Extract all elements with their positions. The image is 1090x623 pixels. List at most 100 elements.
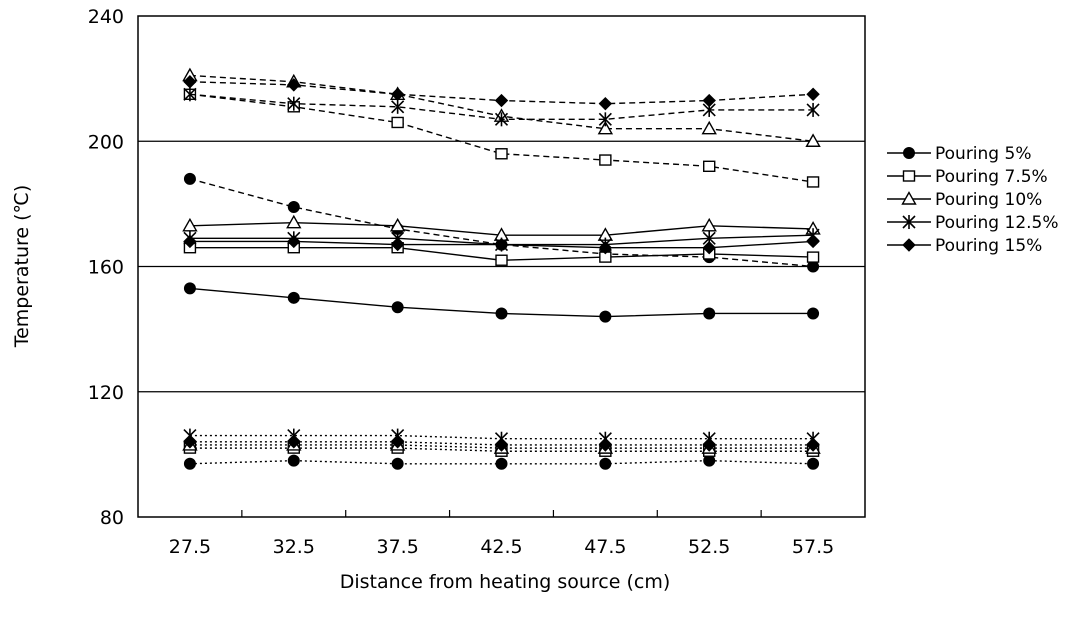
data-point-shape [389, 217, 406, 232]
x-tick-label: 32.5 [273, 536, 315, 558]
data-point [806, 438, 820, 452]
legend-marker-shape [903, 147, 915, 159]
data-point [702, 241, 716, 255]
legend-marker [903, 147, 915, 159]
data-point [703, 160, 716, 173]
data-point-shape [183, 435, 197, 449]
y-tick-label: 200 [88, 131, 124, 153]
data-point-shape [391, 457, 404, 470]
data-point-shape [183, 457, 196, 470]
y-axis-title: Temperature (℃) [11, 185, 33, 349]
data-point-shape [287, 291, 300, 304]
data-point-shape [807, 307, 820, 320]
data-point [806, 176, 820, 188]
data-point [598, 96, 613, 111]
data-point-shape [703, 160, 716, 173]
data-point-shape [807, 457, 820, 470]
data-point [183, 172, 196, 185]
data-point [495, 148, 508, 160]
data-point [391, 99, 405, 114]
data-point-shape [494, 237, 509, 252]
x-tick-label: 57.5 [792, 536, 834, 558]
y-tick-label: 240 [88, 6, 124, 28]
data-point-shape [598, 438, 613, 452]
data-point [287, 454, 300, 467]
data-point [702, 93, 716, 108]
data-point-shape [494, 438, 509, 452]
data-point-shape [391, 116, 404, 129]
data-point-shape [701, 217, 717, 232]
data-point [598, 241, 613, 255]
data-point-shape [287, 78, 301, 92]
data-point-shape [494, 93, 509, 108]
legend: Pouring 5% Pouring 7.5% Pouring 10% Pouring… [887, 144, 1059, 256]
data-point-shape [495, 457, 508, 470]
data-point [806, 251, 820, 263]
axis-tick-labels: 80 120 160 200 240 27.5 32.5 37.5 42.5 47.5 52.5 57… [88, 6, 834, 558]
data-point [389, 217, 406, 232]
data-point-shape [495, 307, 508, 320]
x-axis-ticks [241, 510, 762, 517]
data-point [806, 87, 820, 101]
data-point [183, 75, 197, 89]
data-point-shape [805, 133, 821, 147]
data-point-shape [287, 454, 300, 467]
legend-item: Pouring 10% [887, 190, 1042, 210]
data-point-shape [286, 214, 302, 229]
legend-item: Pouring 15% [887, 236, 1042, 256]
legend-label: Pouring 5% [935, 144, 1031, 164]
data-point-shape [702, 93, 716, 108]
data-point-shape [702, 241, 716, 255]
data-point [182, 217, 198, 232]
data-point-shape [183, 75, 197, 89]
data-point [702, 438, 716, 452]
data-point-shape [599, 310, 612, 323]
data-point-shape [495, 148, 508, 160]
data-point-shape [806, 234, 820, 249]
legend-marker-shape [901, 191, 917, 205]
data-point [703, 307, 716, 320]
x-tick-label: 47.5 [584, 536, 626, 558]
y-tick-label: 160 [88, 257, 124, 279]
data-point [494, 93, 509, 108]
data-point-shape [287, 201, 300, 214]
data-point-shape [183, 172, 196, 185]
data-point [390, 237, 405, 252]
data-point [806, 234, 820, 249]
data-point-shape [599, 457, 612, 470]
data-point-shape [702, 438, 716, 452]
x-tick-label: 27.5 [169, 536, 211, 558]
legend-marker [902, 170, 916, 182]
dotted-series-group [182, 428, 821, 470]
data-point [183, 234, 197, 249]
data-point-shape [183, 282, 196, 295]
legend-label: Pouring 15% [935, 236, 1042, 256]
y-tick-label: 120 [88, 382, 124, 404]
data-point-shape [597, 120, 614, 135]
x-tick-label: 52.5 [688, 536, 730, 558]
legend-marker [902, 215, 916, 229]
data-point-shape [701, 120, 717, 135]
data-point [598, 438, 613, 452]
data-point [391, 116, 404, 129]
legend-item: Pouring 5% [887, 144, 1031, 164]
data-point-shape [391, 301, 404, 314]
data-point [287, 78, 301, 92]
data-point-shape [806, 438, 820, 452]
data-point [597, 120, 614, 135]
data-point [495, 307, 508, 320]
x-tick-label: 42.5 [480, 536, 522, 558]
data-point-shape [182, 217, 198, 232]
data-point [287, 291, 300, 304]
x-axis-title: Distance from heating source (cm) [340, 571, 671, 593]
x-tick-label: 37.5 [376, 536, 418, 558]
data-point [183, 282, 196, 295]
data-point [287, 435, 301, 449]
data-point [599, 154, 612, 166]
data-point [494, 438, 509, 452]
data-point [390, 435, 405, 449]
data-point [805, 133, 821, 147]
data-point [494, 237, 509, 252]
data-point-shape [598, 241, 613, 255]
legend-label: Pouring 7.5% [935, 167, 1048, 187]
